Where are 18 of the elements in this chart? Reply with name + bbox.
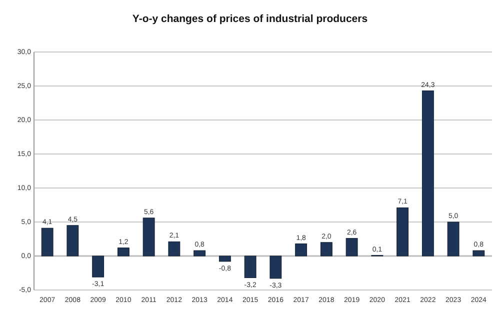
bar xyxy=(396,207,409,256)
bar xyxy=(244,256,256,278)
chart-title: Y-o-y changes of prices of industrial producers xyxy=(132,13,368,25)
bar xyxy=(117,248,130,256)
bar xyxy=(218,256,231,262)
bar xyxy=(472,250,485,256)
bar xyxy=(295,244,308,256)
bar xyxy=(346,238,358,256)
bar xyxy=(447,222,460,256)
bar xyxy=(66,225,79,256)
bar xyxy=(41,228,54,256)
bar xyxy=(270,256,282,279)
bar xyxy=(194,250,206,256)
bar xyxy=(168,241,180,256)
bar xyxy=(320,242,332,256)
bar xyxy=(92,256,104,278)
bar xyxy=(142,218,155,256)
bar xyxy=(422,90,434,256)
